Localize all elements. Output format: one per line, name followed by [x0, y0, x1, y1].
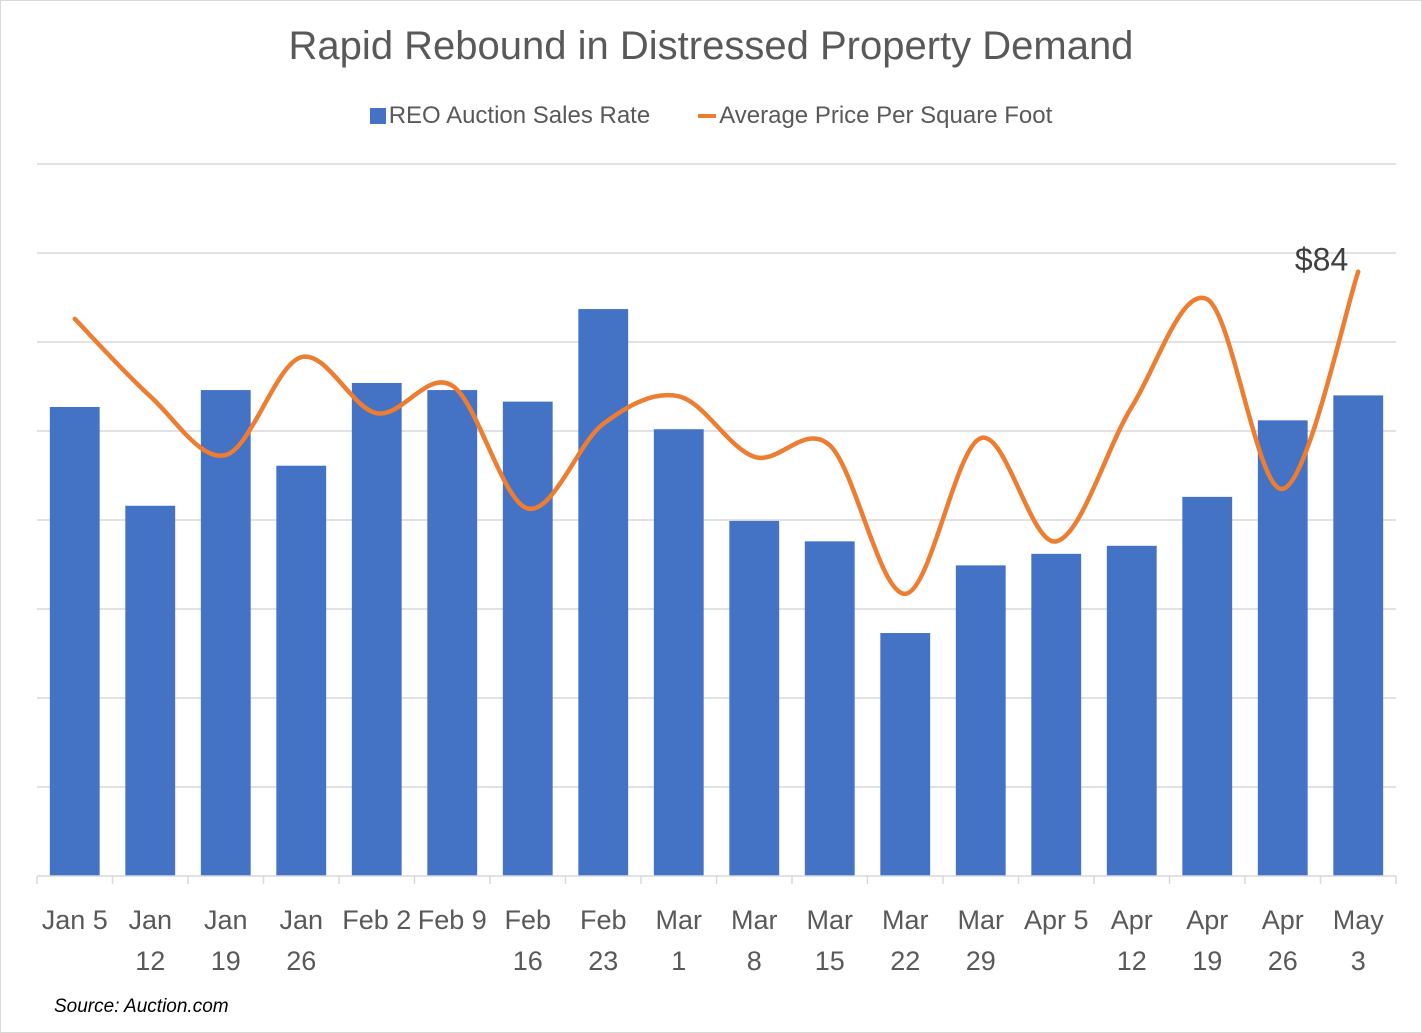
- bar: [1182, 496, 1233, 876]
- legend: REO Auction Sales Rate Average Price Per…: [0, 102, 1422, 130]
- x-tick-label: Mar: [882, 905, 929, 935]
- x-tick-label: 15: [815, 946, 845, 976]
- x-tick-label: Jan: [279, 905, 323, 935]
- bar: [653, 429, 704, 876]
- x-tick-label: 26: [286, 946, 316, 976]
- x-tick-label: Apr: [1186, 905, 1228, 935]
- legend-swatch-bar: [369, 108, 386, 124]
- bar: [729, 520, 780, 876]
- bar: [1106, 545, 1157, 876]
- legend-label-bars: REO Auction Sales Rate: [388, 102, 651, 129]
- bar: [427, 390, 478, 876]
- x-tick-label: Feb 9: [418, 905, 487, 935]
- x-tick-label: May: [1333, 905, 1385, 935]
- data-label: $84: [1295, 242, 1348, 278]
- x-tick-label: Mar: [731, 905, 778, 935]
- x-tick-label: 23: [588, 946, 618, 976]
- x-tick-label: 12: [135, 946, 165, 976]
- x-tick-label: 8: [747, 946, 762, 976]
- x-tick-label: 12: [1117, 946, 1147, 976]
- legend-label-line: Average Price Per Square Foot: [719, 102, 1053, 129]
- source-note: Source: Auction.com: [54, 996, 229, 1017]
- x-tick-label: Jan 5: [42, 905, 108, 935]
- bar: [1257, 420, 1308, 876]
- x-tick-label: Feb: [504, 905, 551, 935]
- bar: [578, 309, 629, 876]
- x-tick-label: Jan: [128, 905, 172, 935]
- x-tick-label: 3: [1351, 946, 1366, 976]
- x-tick-label: 22: [890, 946, 920, 976]
- x-tick-label: Mar: [807, 905, 854, 935]
- legend-swatch-line: [698, 114, 717, 118]
- x-tick-label: 29: [966, 946, 996, 976]
- bar: [1333, 395, 1384, 876]
- bar: [955, 565, 1006, 876]
- x-tick-label: Feb 2: [342, 905, 411, 935]
- bar: [1031, 553, 1082, 876]
- price-line: [72, 269, 1361, 597]
- x-tick-label: Apr 5: [1024, 905, 1089, 935]
- bar: [880, 633, 931, 876]
- bar: [49, 406, 100, 876]
- x-tick-label: Mar: [958, 905, 1005, 935]
- bar: [125, 505, 176, 876]
- x-tick-label: 16: [513, 946, 543, 976]
- chart-title: Rapid Rebound in Distressed Property Dem…: [288, 24, 1134, 68]
- bar: [276, 465, 327, 876]
- x-tick-label: Apr: [1262, 905, 1304, 935]
- bar: [200, 390, 251, 876]
- bar: [804, 541, 855, 876]
- x-tick-label: Feb: [580, 905, 627, 935]
- x-tick-label: 1: [671, 946, 686, 976]
- legend-item-line: Average Price Per Square Foot: [698, 102, 1052, 130]
- bar: [351, 382, 402, 876]
- x-tick-label: Mar: [656, 905, 703, 935]
- bar: [502, 401, 553, 876]
- x-tick-label: Apr: [1111, 905, 1153, 935]
- x-tick-label: 19: [1192, 946, 1222, 976]
- x-tick-label: Jan: [204, 905, 248, 935]
- legend-item-bars: REO Auction Sales Rate: [369, 102, 651, 130]
- x-tick-label: 19: [211, 946, 241, 976]
- x-tick-label: 26: [1268, 946, 1298, 976]
